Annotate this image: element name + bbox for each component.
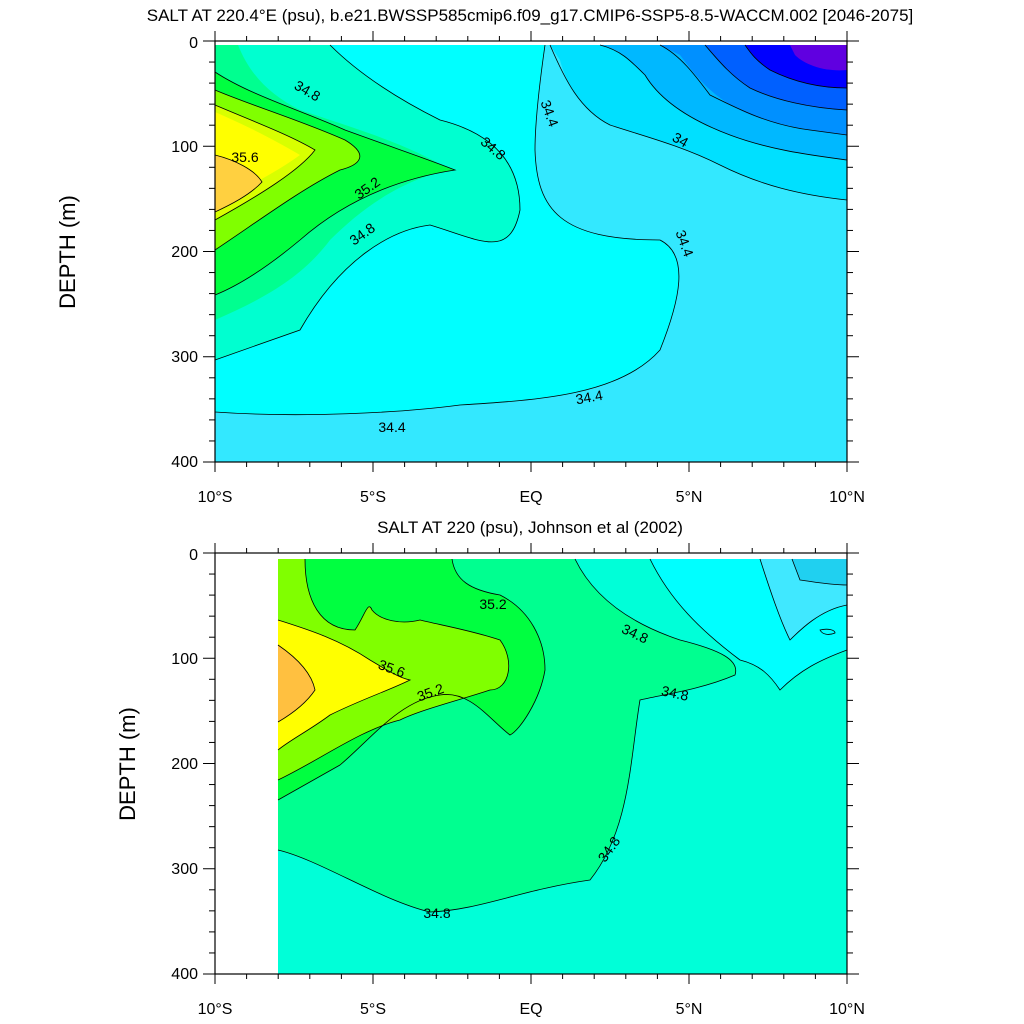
y-tick-label: 200 [171, 756, 198, 773]
panel-bottom-title: SALT AT 220 (psu), Johnson et al (2002) [377, 518, 683, 537]
tick-marks-top [203, 31, 859, 472]
y-tick-label: 300 [171, 861, 198, 878]
x-tick-label: 5°S [360, 489, 386, 506]
contour-label: 34.4 [378, 419, 405, 435]
contour-label: 35.2 [479, 596, 506, 612]
panel-top-title: SALT AT 220.4°E (psu), b.e21.BWSSP585cmi… [147, 6, 914, 25]
panel-bottom: SALT AT 220 (psu), Johnson et al (2002) [115, 518, 865, 1018]
contour-label: 35.6 [231, 149, 258, 165]
panel-top: SALT AT 220.4°E (psu), b.e21.BWSSP585cmi… [55, 6, 913, 506]
contour-lines-top [214, 44, 848, 416]
contour-label: 34.8 [423, 905, 450, 921]
y-tick-label: 0 [189, 35, 198, 52]
x-tick-label: 5°N [676, 489, 703, 506]
tick-marks-bottom [203, 543, 859, 984]
x-axis-bottom: 10°S 5°S EQ 5°N 10°N [198, 1001, 865, 1018]
x-tick-label: 10°N [829, 1001, 865, 1018]
contour-label: 34.4 [574, 387, 604, 408]
y-tick-label: 400 [171, 966, 198, 983]
y-tick-label: 100 [171, 651, 198, 668]
y-tick-label: 100 [171, 139, 198, 156]
field-36.0 [215, 155, 262, 212]
y-axis-top: 0 100 200 300 400 [171, 35, 198, 471]
field-33.0 [790, 45, 847, 71]
y-axis-bottom: 0 100 200 300 400 [171, 547, 198, 983]
y-tick-label: 0 [189, 547, 198, 564]
x-tick-label: 10°S [198, 489, 233, 506]
contour-label: 34 [670, 129, 692, 151]
field-35.4 [278, 559, 509, 780]
x-tick-label: 10°S [198, 1001, 233, 1018]
x-tick-label: EQ [519, 489, 542, 506]
x-tick-label: 10°N [829, 489, 865, 506]
y-tick-label: 300 [171, 349, 198, 366]
y-tick-label: 400 [171, 454, 198, 471]
y-axis-label: DEPTH (m) [55, 195, 80, 309]
field-34.2 [792, 559, 847, 585]
x-tick-label: 5°N [676, 1001, 703, 1018]
contour-lines-bottom [277, 558, 848, 913]
x-tick-label: EQ [519, 1001, 542, 1018]
contour-label: 34.8 [660, 682, 690, 703]
field-35.6 [278, 620, 410, 750]
x-axis-top: 10°S 5°S EQ 5°N 10°N [198, 489, 865, 506]
x-tick-label: 5°S [360, 1001, 386, 1018]
field-35.8 [278, 645, 315, 722]
y-axis-label: DEPTH (m) [115, 707, 140, 821]
y-tick-label: 200 [171, 244, 198, 261]
